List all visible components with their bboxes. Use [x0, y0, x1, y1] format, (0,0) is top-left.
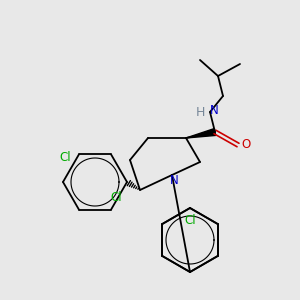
Text: Cl: Cl — [59, 151, 71, 164]
Text: O: O — [242, 139, 250, 152]
Text: H: H — [195, 106, 205, 118]
Text: N: N — [169, 173, 178, 187]
Text: N: N — [210, 103, 218, 116]
Text: Cl: Cl — [184, 214, 196, 227]
Text: Cl: Cl — [110, 191, 122, 204]
Polygon shape — [186, 129, 216, 138]
